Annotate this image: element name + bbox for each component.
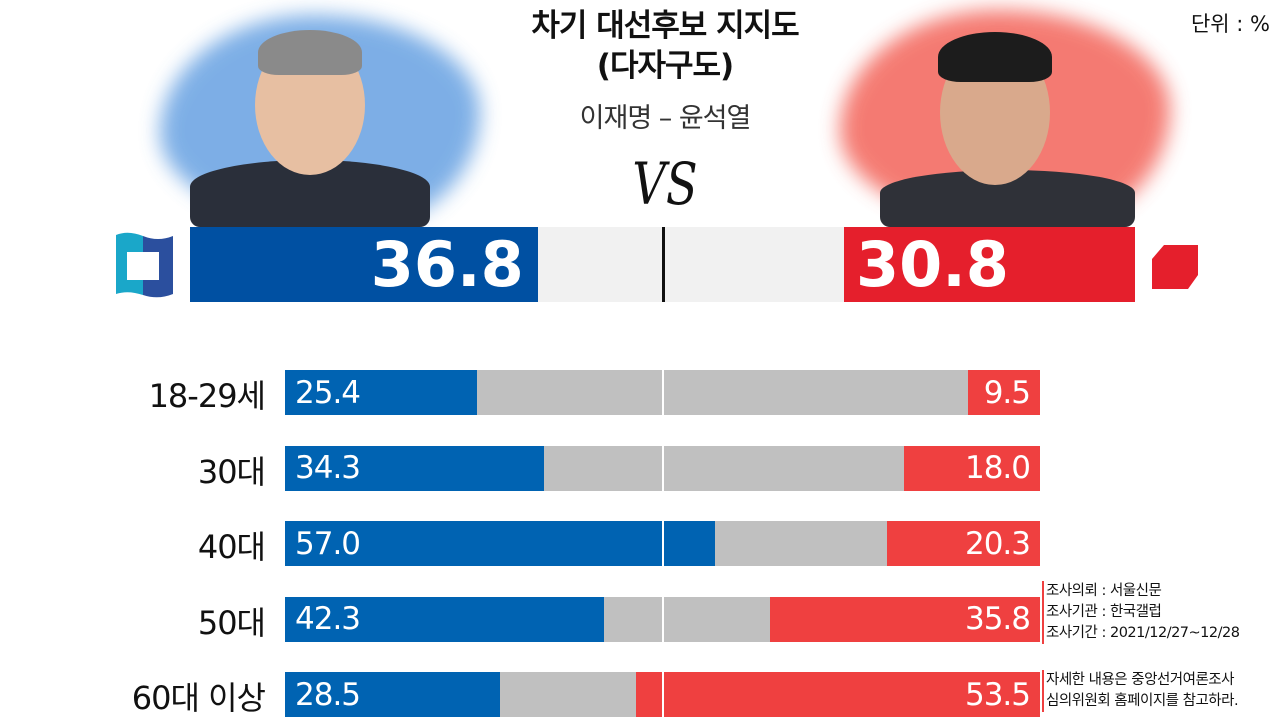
row-label: 30대 [197, 452, 266, 491]
left-value: 57.0 [295, 525, 361, 562]
survey-info: 조사의뢰 : 서울신문 조사기관 : 한국갤럽 조사기간 : 2021/12/2… [1042, 581, 1240, 644]
center-divider [661, 521, 664, 566]
age-bar: 28.5 53.5 [285, 672, 1040, 717]
left-bar [285, 672, 501, 717]
center-divider [661, 445, 664, 491]
overall-left-bar [190, 227, 538, 302]
left-value: 25.4 [295, 374, 361, 411]
center-divider [661, 596, 664, 642]
row-label: 60대 이상 [131, 679, 266, 717]
chart-subtitle: 이재명 – 윤석열 [579, 103, 752, 134]
vs-label: VS [632, 150, 698, 218]
overall-bar: 36.8 30.8 [190, 227, 1135, 302]
disclaimer: 자세한 내용은 중앙선거여론조사 심의위원회 홈페이지를 참고하라. [1042, 670, 1239, 712]
people-power-party-logo-icon [1152, 245, 1198, 289]
row-label: 40대 [197, 528, 266, 566]
row-label: 18-29세 [148, 377, 266, 415]
age-bar: 57.0 20.3 [285, 521, 1040, 566]
right-value: 18.0 [964, 450, 1031, 486]
disclaimer-line-2: 심의위원회 홈페이지를 참고하라. [1046, 693, 1239, 709]
right-bar [968, 370, 1040, 415]
left-bar [285, 370, 477, 415]
unit-label: 단위 : % [1190, 12, 1270, 36]
left-bar [285, 521, 716, 566]
right-bar [636, 672, 1040, 717]
democratic-party-logo-icon [116, 232, 173, 298]
left-bar [285, 596, 605, 642]
right-candidate-hair [938, 32, 1052, 82]
right-value: 53.5 [964, 676, 1031, 713]
overall-right-bar [843, 227, 1135, 302]
left-value: 34.3 [295, 450, 361, 486]
age-bar: 25.4 9.5 [285, 370, 1040, 415]
center-divider [661, 672, 664, 717]
right-bar [886, 521, 1040, 566]
right-value: 9.5 [983, 374, 1031, 411]
center-divider [662, 227, 665, 302]
overall-right-value: 30.8 [855, 228, 1009, 301]
center-divider [661, 370, 664, 415]
right-value: 20.3 [964, 525, 1031, 562]
survey-period: 조사기간 : 2021/12/27~12/28 [1046, 625, 1240, 641]
survey-client: 조사의뢰 : 서울신문 [1046, 583, 1162, 599]
row-label: 50대 [197, 603, 266, 642]
overall-left-value: 36.8 [370, 228, 524, 301]
right-bar [769, 596, 1040, 642]
disclaimer-line-1: 자세한 내용은 중앙선거여론조사 [1046, 672, 1234, 688]
left-candidate-hair [258, 30, 362, 75]
chart-title: 차기 대선후보 지지도 (다자구도) [440, 6, 890, 86]
right-bar [904, 445, 1040, 491]
age-bar: 42.3 35.8 [285, 596, 1040, 642]
left-value: 42.3 [295, 601, 361, 637]
left-value: 28.5 [295, 676, 361, 713]
title-line-2: (다자구도) [596, 48, 734, 84]
age-bar: 34.3 18.0 [285, 445, 1040, 491]
left-bar [285, 445, 544, 491]
right-value: 35.8 [964, 601, 1031, 637]
survey-agency: 조사기관 : 한국갤럽 [1046, 604, 1162, 620]
title-line-1: 차기 대선후보 지지도 [531, 8, 799, 44]
